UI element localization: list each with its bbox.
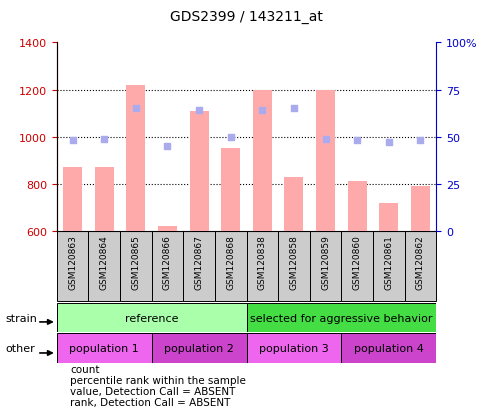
Text: other: other <box>5 343 35 354</box>
Bar <box>316 90 335 231</box>
Bar <box>380 203 398 231</box>
Bar <box>152 231 183 301</box>
Text: count: count <box>70 364 100 374</box>
Bar <box>126 85 145 231</box>
Point <box>385 140 393 146</box>
Bar <box>246 304 436 332</box>
Text: GSM120867: GSM120867 <box>195 235 204 290</box>
Bar <box>152 333 246 363</box>
Bar <box>373 231 405 301</box>
Bar <box>246 333 341 363</box>
Text: population 2: population 2 <box>164 343 234 354</box>
Text: reference: reference <box>125 313 178 323</box>
Point <box>164 143 172 150</box>
Bar <box>183 231 215 301</box>
Bar <box>221 149 240 231</box>
Bar <box>120 231 152 301</box>
Text: GSM120862: GSM120862 <box>416 235 425 290</box>
Point <box>353 138 361 145</box>
Bar <box>278 231 310 301</box>
Text: GSM120864: GSM120864 <box>100 235 108 290</box>
Text: GDS2399 / 143211_at: GDS2399 / 143211_at <box>170 10 323 24</box>
Text: GSM120858: GSM120858 <box>289 235 298 290</box>
Text: GSM120859: GSM120859 <box>321 235 330 290</box>
Point <box>100 136 108 142</box>
Text: value, Detection Call = ABSENT: value, Detection Call = ABSENT <box>70 386 236 396</box>
Bar <box>95 168 113 231</box>
Bar <box>88 231 120 301</box>
Text: population 3: population 3 <box>259 343 329 354</box>
Point <box>290 106 298 112</box>
Text: strain: strain <box>5 313 37 323</box>
Point <box>195 108 203 114</box>
Text: percentile rank within the sample: percentile rank within the sample <box>70 375 246 385</box>
Point <box>132 106 140 112</box>
Point <box>69 138 76 145</box>
Text: GSM120838: GSM120838 <box>258 235 267 290</box>
Text: selected for aggressive behavior: selected for aggressive behavior <box>250 313 433 323</box>
Bar <box>63 168 82 231</box>
Text: GSM120865: GSM120865 <box>131 235 141 290</box>
Bar <box>284 177 304 231</box>
Text: GSM120861: GSM120861 <box>385 235 393 290</box>
Bar <box>57 304 246 332</box>
Text: GSM120866: GSM120866 <box>163 235 172 290</box>
Bar <box>310 231 341 301</box>
Point <box>227 134 235 140</box>
Bar <box>215 231 246 301</box>
Bar <box>57 231 88 301</box>
Text: GSM120863: GSM120863 <box>68 235 77 290</box>
Text: population 4: population 4 <box>354 343 424 354</box>
Text: GSM120868: GSM120868 <box>226 235 235 290</box>
Text: population 1: population 1 <box>70 343 139 354</box>
Text: rank, Detection Call = ABSENT: rank, Detection Call = ABSENT <box>70 397 231 407</box>
Bar <box>158 227 177 231</box>
Bar <box>57 333 152 363</box>
Point <box>417 138 424 145</box>
Point <box>321 136 329 142</box>
Bar <box>341 333 436 363</box>
Text: GSM120860: GSM120860 <box>352 235 362 290</box>
Bar <box>405 231 436 301</box>
Bar <box>189 112 209 231</box>
Bar <box>348 182 367 231</box>
Bar <box>246 231 278 301</box>
Point <box>258 108 266 114</box>
Bar <box>411 187 430 231</box>
Bar <box>253 90 272 231</box>
Bar <box>341 231 373 301</box>
